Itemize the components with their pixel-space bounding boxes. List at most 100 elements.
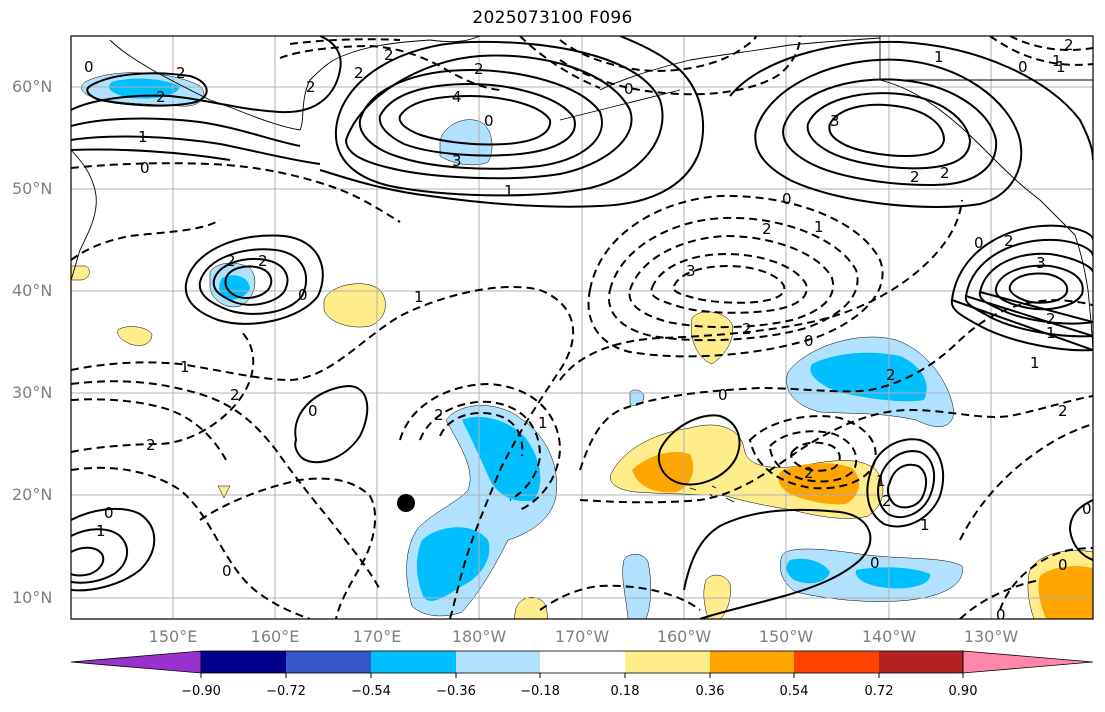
contour-line [1009,36,1093,52]
contour-label: 0 [718,386,728,404]
contour-line [71,219,221,261]
contour-label: 1 [180,358,190,376]
pos-area [323,283,386,328]
contour-line [184,234,324,325]
sea-of-okhotsk-coast [109,39,346,131]
contour-line [959,423,1093,541]
contour-label: 0 [804,332,814,350]
lat-label: 60°N [12,77,53,96]
contour-label: 3 [452,152,462,170]
colorbar-segment [794,651,879,673]
contour-line [71,380,381,591]
lon-label: 150°E [148,627,198,646]
contour-label: 2 [1058,402,1068,420]
contour-label: 2 [306,78,316,96]
contour-line [559,199,963,381]
colorbar-tick-label: 0.90 [948,684,978,699]
contour-label: 2 [886,366,896,384]
colorbar-tick-label: −0.72 [266,684,306,699]
contour-line [224,265,273,299]
contour-label: 1 [1056,58,1066,76]
contour-line [539,584,701,611]
colorbar-segment [879,651,963,673]
contour-label: 1 [1030,354,1040,372]
contour-line [71,117,301,147]
colorbar-tick-label: −0.36 [436,684,476,699]
contour-label: 2 [176,64,186,82]
contour-line [607,216,859,342]
contour-label: 2 [156,88,166,106]
contour-label: 2 [742,320,752,338]
contour-label: 0 [1018,58,1028,76]
contour-label: 1 [1046,324,1056,342]
lon-label: 160°W [656,627,712,646]
contours-dashed [71,36,1093,619]
contour-label: 0 [140,159,150,177]
lat-label: 40°N [12,281,53,300]
contour-label: 4 [452,88,462,106]
neg-area [219,275,250,300]
lon-label: 180°W [451,627,507,646]
contour-label: 2 [1064,36,1074,54]
contour-label: 0 [84,58,94,76]
contour-line [294,384,369,464]
contour-line [1068,499,1093,561]
contour-label: 3 [830,112,840,130]
neg-area [810,352,927,402]
contour-line [754,58,1023,208]
pos-area [1038,566,1093,619]
colorbar-tick-label: 0.36 [695,684,725,699]
neg-area [416,527,490,601]
contour-line [289,38,401,45]
colorbar-segment [201,651,286,673]
contour-line [959,579,1041,619]
contour-line [334,40,664,197]
contour-label: 2 [434,406,444,424]
contour-line [877,450,936,519]
contour-label: 1 [876,472,886,490]
lat-label: 50°N [12,179,53,198]
colorbar-segment [540,651,625,673]
hawaii-islands [689,485,735,503]
contour-line [782,78,998,187]
alaska-peninsula-coast [599,37,881,91]
contour-label: 0 [624,80,634,98]
contour-line [999,547,1093,611]
contour-line [398,94,552,146]
contour-line [279,44,501,91]
contour-line [650,252,808,314]
contour-label: 2 [882,492,892,510]
contour-label: 1 [504,182,514,200]
contour-line [71,507,156,592]
contour-line [964,238,1093,338]
contour-label: 2 [226,252,236,270]
contour-label: 2 [230,386,240,404]
contour-label: 0 [870,554,880,572]
contour-label: 0 [484,112,494,130]
pos-area [703,574,731,619]
contour-line [519,36,601,89]
contour-line [866,438,945,528]
contour-line [628,234,835,329]
contour-label: 1 [96,522,106,540]
contour-line [71,148,231,161]
contour-line [71,528,129,584]
contour-label: 2 [1004,232,1014,250]
contour-line [886,463,928,509]
contour-label: 0 [104,504,114,522]
map-frame [70,35,1094,620]
contour-label: 2 [146,436,156,454]
contour-line [748,415,877,490]
colorbar-segment [456,651,540,673]
contour-label: 1 [414,288,424,306]
contour-line [71,546,105,577]
contour-line [71,466,311,619]
lat-label: 30°N [12,383,53,402]
contour-line [657,414,741,486]
contour-label: 2 [910,168,920,186]
contour-label: 1 [138,128,148,146]
colorbar-tick-label: −0.90 [181,684,221,699]
contour-label: 0 [782,190,792,208]
pos-area [217,485,231,499]
